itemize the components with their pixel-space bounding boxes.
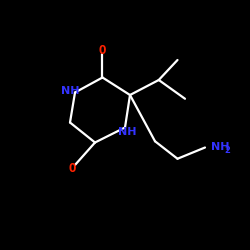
Text: NH: NH (61, 86, 80, 96)
Text: NH: NH (118, 127, 137, 137)
Text: O: O (99, 44, 106, 57)
Text: 2: 2 (224, 146, 230, 155)
Text: O: O (69, 162, 76, 174)
Text: NH: NH (211, 142, 230, 152)
